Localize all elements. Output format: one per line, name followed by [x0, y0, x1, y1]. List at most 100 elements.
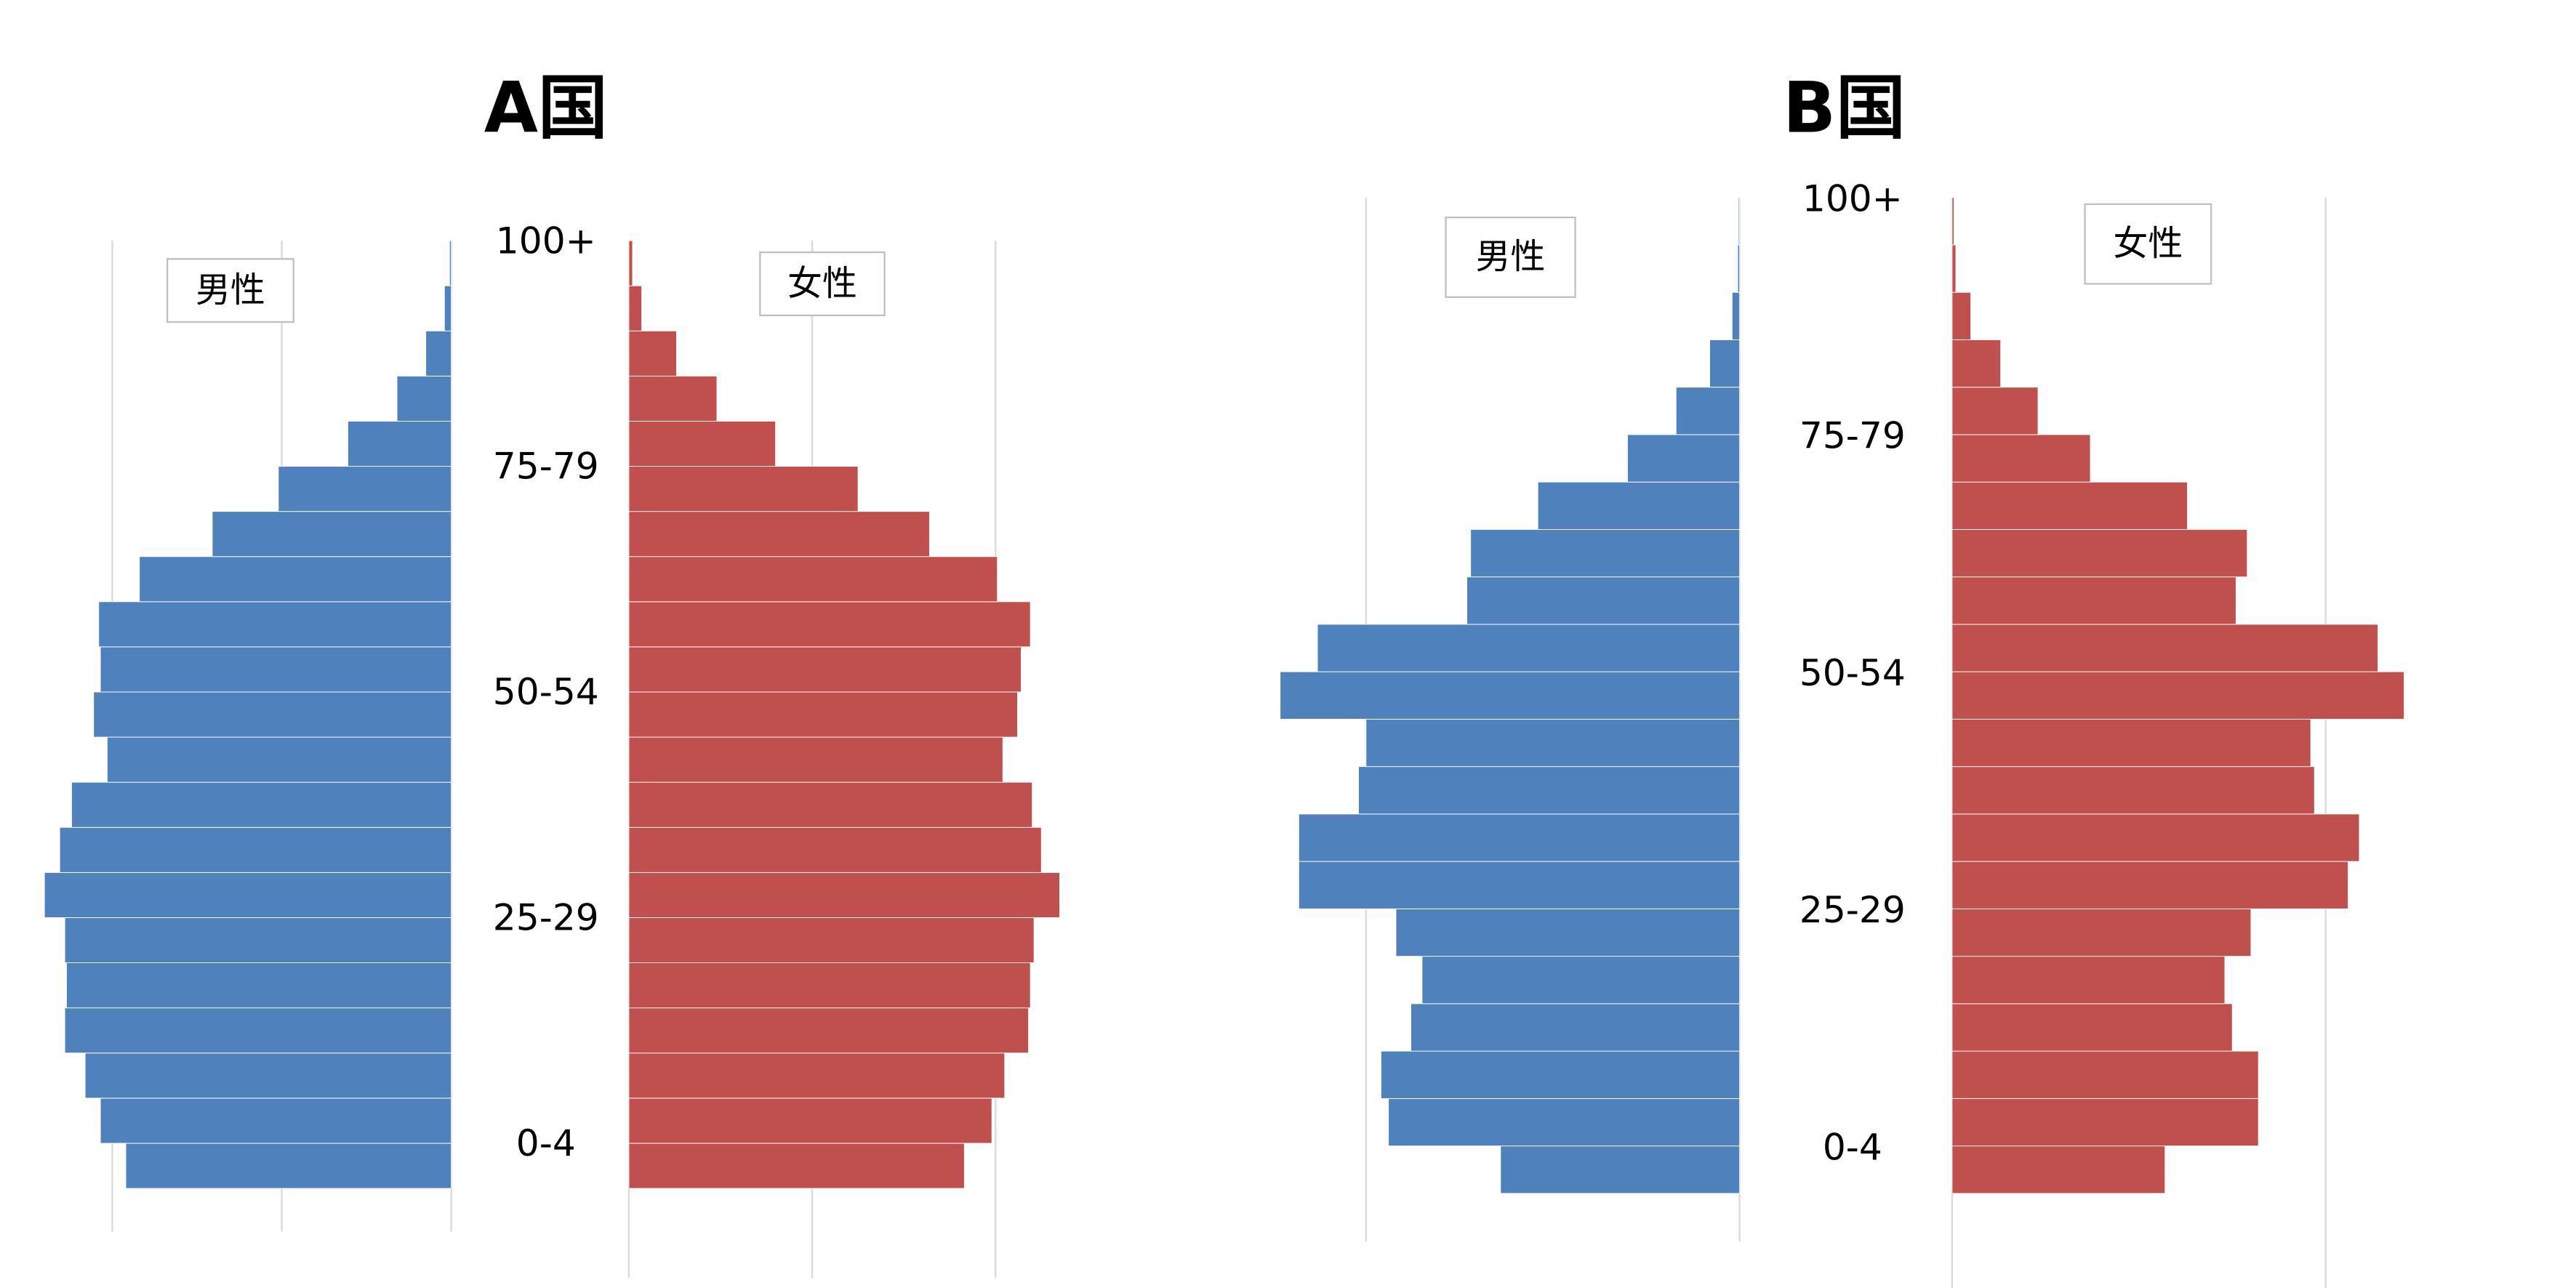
- bar: [628, 330, 677, 377]
- bar: [1388, 1098, 1741, 1147]
- bar: [628, 646, 1022, 693]
- bar: [628, 601, 1031, 648]
- bar: [1951, 1098, 2259, 1147]
- chart-title: A国: [484, 68, 608, 149]
- y-tick-label: 0-4: [1823, 1125, 1882, 1168]
- y-tick-label: 0-4: [516, 1122, 576, 1164]
- bar: [628, 1007, 1030, 1054]
- bar: [628, 1098, 992, 1144]
- bar: [628, 691, 1018, 738]
- bar: [449, 240, 452, 286]
- bar: [1951, 244, 1957, 293]
- bar: [1738, 197, 1741, 246]
- bar: [139, 556, 452, 603]
- legend-label: 男性: [196, 270, 265, 310]
- bar: [628, 375, 718, 422]
- bar: [1951, 813, 2360, 862]
- bar: [84, 1052, 452, 1099]
- legend-box: [759, 251, 886, 317]
- bar: [628, 240, 633, 286]
- bar: [628, 826, 1042, 873]
- y-tick-label: 100+: [1802, 177, 1903, 220]
- bar: [278, 466, 452, 512]
- bar: [628, 736, 1003, 783]
- bar: [628, 1143, 965, 1189]
- legend-box: [1445, 216, 1576, 298]
- bar: [1411, 1003, 1741, 1052]
- bar: [1298, 861, 1741, 909]
- bar: [1951, 718, 2311, 768]
- bar: [125, 1143, 452, 1189]
- y-tick-label: 25-29: [493, 896, 599, 939]
- bar: [628, 917, 1035, 963]
- bar: [93, 691, 452, 738]
- y-tick-label: 25-29: [1799, 888, 1906, 931]
- bar: [1951, 387, 2039, 435]
- bar: [1731, 291, 1741, 340]
- bar: [628, 1052, 1006, 1099]
- bar: [66, 962, 452, 1009]
- bar: [1951, 624, 2379, 672]
- y-tick-label: 100+: [496, 219, 596, 262]
- bar: [1737, 244, 1741, 293]
- bar: [628, 421, 777, 467]
- bar: [71, 781, 452, 828]
- bar: [347, 421, 452, 467]
- bar: [59, 826, 452, 873]
- bar: [425, 330, 452, 377]
- bar: [106, 736, 452, 783]
- bar: [1951, 1050, 2259, 1099]
- bar: [1500, 1146, 1741, 1194]
- legend-label: 女性: [2113, 223, 2183, 264]
- bar: [1395, 908, 1741, 957]
- bar: [100, 1098, 452, 1144]
- bar: [1951, 861, 2348, 909]
- legend-label: 女性: [787, 263, 857, 304]
- y-tick-label: 75-79: [493, 445, 599, 488]
- y-tick-label: 50-54: [493, 670, 599, 713]
- bar: [1627, 434, 1741, 483]
- bar: [1951, 291, 1972, 340]
- bar: [396, 375, 452, 422]
- bar: [1951, 1003, 2233, 1052]
- bar: [1466, 576, 1741, 625]
- bar: [628, 872, 1060, 918]
- bar: [1951, 339, 2002, 388]
- legend-label: 男性: [1476, 236, 1546, 277]
- bar: [1421, 956, 1741, 1005]
- bar: [1951, 197, 1954, 246]
- bar: [1951, 481, 2188, 530]
- bar: [1470, 528, 1741, 578]
- bar: [1951, 1146, 2166, 1194]
- bar: [1358, 766, 1741, 815]
- chart-title: B国: [1783, 68, 1906, 149]
- bar: [1280, 671, 1741, 720]
- bar: [212, 511, 452, 558]
- bar: [1675, 387, 1741, 435]
- bar: [628, 962, 1031, 1009]
- bar: [1951, 956, 2226, 1005]
- bar: [628, 466, 859, 512]
- y-tick-label: 50-54: [1799, 651, 1906, 694]
- bar: [1537, 481, 1741, 530]
- bar: [1380, 1050, 1741, 1099]
- bar: [628, 556, 998, 603]
- y-tick-label: 75-79: [1799, 414, 1906, 457]
- bar: [1951, 671, 2405, 720]
- bar: [1951, 576, 2236, 625]
- bar: [64, 1007, 452, 1054]
- bar: [1298, 813, 1741, 862]
- bar: [1951, 908, 2252, 957]
- bar: [1951, 766, 2315, 815]
- bar: [100, 646, 452, 693]
- bar: [1951, 434, 2091, 483]
- bar: [628, 511, 930, 558]
- bar: [64, 917, 452, 963]
- bar: [444, 285, 452, 331]
- bar: [1709, 339, 1741, 388]
- bar: [628, 285, 643, 331]
- bar: [1317, 624, 1741, 672]
- legend-box: [166, 258, 294, 323]
